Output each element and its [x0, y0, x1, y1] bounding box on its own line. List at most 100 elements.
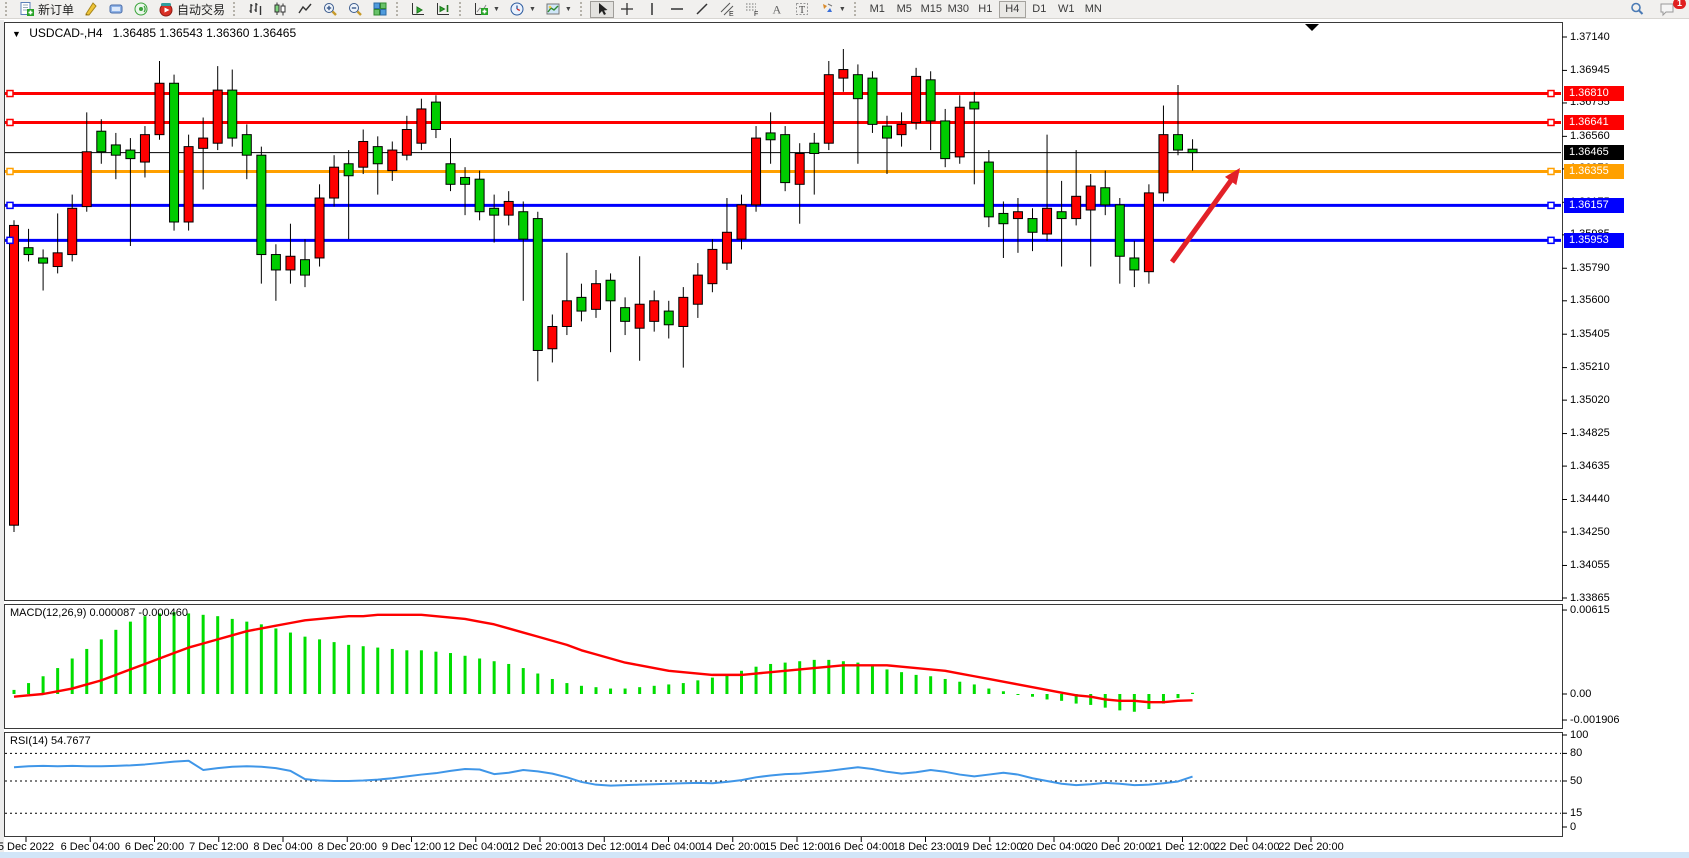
price-tick-label: 1.37140 — [1570, 30, 1610, 43]
svg-text:E: E — [729, 11, 734, 17]
candlestick-chart-type-button[interactable] — [268, 1, 292, 18]
rsi-axis-label: 0 — [1570, 820, 1577, 833]
crayon-button[interactable] — [79, 1, 103, 18]
auto-scroll-button[interactable] — [406, 1, 430, 18]
add-indicator-caret-icon: ▼ — [493, 5, 500, 13]
cursor-tool-button[interactable] — [589, 0, 614, 18]
time-label: 20 Dec 20:00 — [1085, 841, 1151, 853]
bar-chart-type-icon — [247, 1, 263, 17]
crosshair-tool-button[interactable] — [615, 1, 639, 18]
ohlc-values: 1.36485 1.36543 1.36360 1.36465 — [112, 26, 297, 40]
auto-trading-button[interactable]: 自动交易 — [154, 1, 229, 18]
price-tick-label: 1.34250 — [1570, 525, 1610, 538]
symbol-dropdown-icon[interactable]: ▼ — [12, 29, 21, 39]
time-label: 8 Dec 20:00 — [317, 841, 377, 853]
cursor-icon — [594, 1, 610, 17]
price-tick-label: 1.34825 — [1570, 427, 1610, 440]
price-tick-label: 1.35405 — [1570, 327, 1610, 340]
time-label: 9 Dec 12:00 — [381, 841, 442, 853]
time-label: 20 Dec 04:00 — [1021, 841, 1087, 853]
svg-text:T: T — [799, 5, 805, 16]
time-label: 12 Dec 20:00 — [507, 841, 573, 853]
text-label-tool-button[interactable]: T — [790, 1, 814, 18]
add-indicator-button[interactable]: ▼ — [469, 1, 504, 18]
candlestick-chart-type-icon — [272, 1, 288, 17]
timeframe-m1[interactable]: M1 — [864, 1, 891, 18]
equidistant-channel-icon: E — [719, 1, 735, 17]
line-chart-type-icon — [297, 1, 313, 17]
tile-windows-button[interactable] — [368, 1, 392, 18]
toolbar-grip[interactable] — [579, 2, 586, 16]
trendline-tool-button[interactable] — [690, 1, 714, 18]
timeframe-mn[interactable]: MN — [1080, 1, 1107, 18]
text-tool-button[interactable]: A — [765, 1, 789, 18]
rsi-panel[interactable] — [4, 732, 1563, 837]
timeframe-toolbar: M1 M5 M15 M30 H1 H4 D1 W1 MN — [864, 0, 1107, 18]
periods-button[interactable]: ▼ — [505, 1, 540, 18]
time-label: 15 Dec 12:00 — [764, 841, 830, 853]
crosshair-icon — [619, 1, 635, 17]
search-button[interactable] — [1625, 1, 1649, 18]
publisher-button[interactable] — [104, 1, 128, 18]
toolbar-grip[interactable] — [853, 2, 860, 16]
symbol-label: USDCAD-,H4 — [29, 26, 103, 40]
toolbar-grip[interactable] — [396, 2, 402, 16]
rsi-indicator-label: RSI(14) 54.7677 — [10, 735, 91, 747]
macd-indicator-label: MACD(12,26,9) 0.000087 -0.000460 — [10, 607, 188, 619]
zoom-out-button[interactable] — [343, 1, 367, 18]
main-chart-panel[interactable] — [4, 22, 1563, 601]
toolbar-grip[interactable] — [233, 2, 239, 16]
price-tick-label: 1.35020 — [1570, 393, 1610, 406]
vertical-line-tool-button[interactable] — [640, 1, 664, 18]
arrows-tool-button[interactable]: ▼ — [815, 1, 850, 18]
toolbar-grip[interactable] — [5, 2, 11, 16]
signal-icon — [133, 1, 149, 17]
timeframe-h1[interactable]: H1 — [972, 1, 999, 18]
timeframe-h4[interactable]: H4 — [998, 0, 1026, 18]
new-order-label: 新订单 — [38, 2, 75, 17]
price-tick-label: 1.36560 — [1570, 129, 1610, 142]
price-tick-label: 1.34635 — [1570, 459, 1610, 472]
price-tick-label: 1.34055 — [1570, 558, 1610, 571]
time-label: 8 Dec 04:00 — [253, 841, 313, 853]
new-order-button[interactable]: 新订单 — [15, 1, 78, 18]
templates-button[interactable]: ▼ — [541, 1, 576, 18]
macd-panel[interactable] — [4, 604, 1563, 729]
time-label: 6 Dec 04:00 — [60, 841, 120, 853]
time-axis[interactable] — [4, 837, 1626, 852]
line-chart-type-button[interactable] — [293, 1, 317, 18]
zoom-in-button[interactable] — [318, 1, 342, 18]
fibonacci-tool-button[interactable]: F — [740, 1, 764, 18]
time-label: 14 Dec 20:00 — [700, 841, 766, 853]
time-label: 5 Dec 2022 — [0, 841, 55, 853]
rsi-axis-label: 100 — [1570, 728, 1589, 741]
bar-chart-type-button[interactable] — [243, 1, 267, 18]
toolbar-grip[interactable] — [459, 2, 465, 16]
toolbar: 新订单 自动交易 ▼ ▼ ▼ E F A T ▼ — [0, 0, 1689, 19]
svg-text:A: A — [772, 3, 781, 17]
price-tick-label: 1.35600 — [1570, 294, 1610, 307]
timeframe-m15[interactable]: M15 — [918, 1, 945, 18]
timeframe-w1[interactable]: W1 — [1053, 1, 1080, 18]
price-line-badge: 1.36355 — [1564, 163, 1624, 179]
time-label: 21 Dec 12:00 — [1149, 841, 1216, 853]
price-tick-label: 1.35210 — [1570, 361, 1610, 374]
macd-axis-label: 0.00 — [1570, 687, 1592, 700]
time-label: 22 Dec 04:00 — [1214, 841, 1280, 853]
horizontal-line-tool-button[interactable] — [665, 1, 689, 18]
periods-caret-icon: ▼ — [528, 5, 536, 13]
signal-button[interactable] — [129, 1, 153, 18]
price-tick-label: 1.35790 — [1570, 261, 1610, 274]
notification-badge: 1 — [1672, 0, 1686, 9]
timeframe-m30[interactable]: M30 — [945, 1, 972, 18]
text-label-icon: T — [794, 1, 810, 17]
fibonacci-icon: F — [744, 1, 760, 17]
chart-shift-button[interactable] — [431, 1, 455, 18]
timeframe-m5[interactable]: M5 — [891, 1, 918, 18]
chart-shift-icon — [435, 1, 451, 17]
timeframe-d1[interactable]: D1 — [1026, 1, 1053, 18]
equidistant-channel-tool-button[interactable]: E — [715, 1, 739, 18]
time-label: 6 Dec 20:00 — [124, 841, 185, 853]
notifications-button[interactable]: 1 — [1655, 0, 1686, 18]
